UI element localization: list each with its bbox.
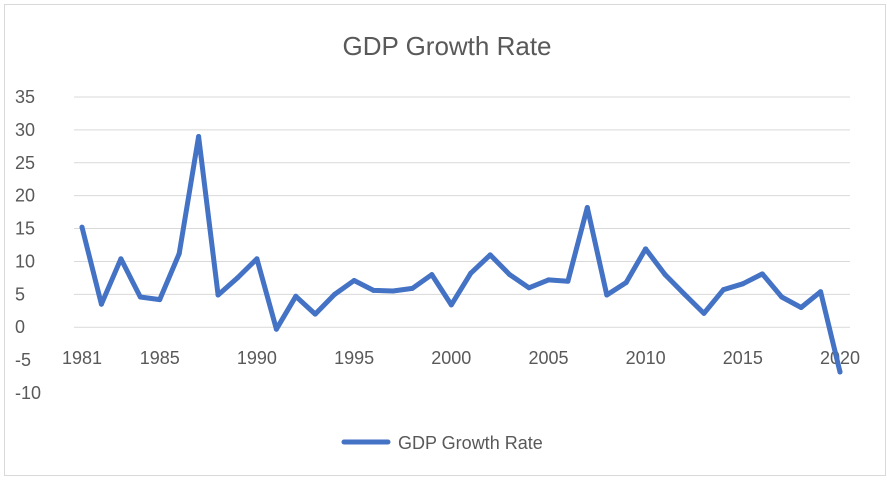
y-axis-tick-labels: 35 30 25 20 15 10 5 0 -5 -10 bbox=[15, 87, 41, 403]
data-point bbox=[565, 278, 571, 284]
legend: GDP Growth Rate bbox=[341, 433, 543, 453]
series-line-gdp-growth-rate bbox=[79, 134, 843, 375]
data-point bbox=[779, 294, 785, 300]
x-tick-label: 1985 bbox=[140, 348, 180, 368]
data-point bbox=[487, 252, 493, 258]
y-tick-label: 25 bbox=[15, 153, 35, 173]
data-point bbox=[351, 278, 357, 284]
data-point bbox=[79, 224, 85, 230]
data-point bbox=[623, 279, 629, 285]
data-point bbox=[137, 294, 143, 300]
chart-title: GDP Growth Rate bbox=[342, 31, 551, 61]
y-tick-label: 15 bbox=[15, 219, 35, 239]
data-point bbox=[215, 292, 221, 298]
data-point bbox=[468, 270, 474, 276]
data-point bbox=[390, 288, 396, 294]
data-point bbox=[176, 251, 182, 257]
data-point bbox=[196, 133, 202, 139]
x-axis-tick-labels: 1981 1985 1990 1995 2000 2005 2010 2015 2020 bbox=[62, 348, 860, 368]
y-tick-label: 35 bbox=[15, 87, 35, 107]
data-point bbox=[759, 271, 765, 277]
data-point bbox=[837, 369, 843, 375]
data-point bbox=[740, 281, 746, 287]
data-point bbox=[701, 310, 707, 316]
data-point bbox=[332, 291, 338, 297]
x-tick-label: 2010 bbox=[626, 348, 666, 368]
series-group bbox=[79, 133, 843, 375]
data-point bbox=[371, 287, 377, 293]
data-point bbox=[293, 293, 299, 299]
data-point bbox=[662, 272, 668, 278]
data-point bbox=[507, 272, 513, 278]
y-tick-label: 20 bbox=[15, 186, 35, 206]
data-point bbox=[604, 292, 610, 298]
data-point bbox=[526, 285, 532, 291]
data-point bbox=[429, 272, 435, 278]
data-point bbox=[720, 287, 726, 293]
data-point bbox=[273, 326, 279, 332]
data-point bbox=[545, 277, 551, 283]
x-tick-label: 2015 bbox=[723, 348, 763, 368]
gridlines bbox=[74, 96, 850, 328]
data-point bbox=[682, 291, 688, 297]
data-point bbox=[234, 275, 240, 281]
y-tick-label: 5 bbox=[15, 284, 25, 304]
data-point bbox=[798, 304, 804, 310]
x-tick-label: 2020 bbox=[820, 348, 860, 368]
y-tick-label: -10 bbox=[15, 383, 41, 403]
y-tick-label: 30 bbox=[15, 120, 35, 140]
data-point bbox=[818, 289, 824, 295]
data-point bbox=[157, 297, 163, 303]
y-tick-label: 10 bbox=[15, 251, 35, 271]
x-tick-label: 1995 bbox=[334, 348, 374, 368]
data-point bbox=[118, 256, 124, 262]
chart-area bbox=[4, 4, 886, 476]
data-point bbox=[254, 256, 260, 262]
data-point bbox=[409, 285, 415, 291]
data-point bbox=[448, 302, 454, 308]
x-tick-label: 2005 bbox=[528, 348, 568, 368]
x-tick-label: 2000 bbox=[431, 348, 471, 368]
data-point bbox=[98, 301, 104, 307]
data-point bbox=[312, 311, 318, 317]
y-tick-label: -5 bbox=[15, 350, 31, 370]
y-tick-label: 0 bbox=[15, 317, 25, 337]
x-tick-label: 1990 bbox=[237, 348, 277, 368]
x-tick-label: 1981 bbox=[62, 348, 102, 368]
data-point bbox=[643, 246, 649, 252]
legend-label: GDP Growth Rate bbox=[398, 433, 543, 453]
data-point bbox=[584, 205, 590, 211]
